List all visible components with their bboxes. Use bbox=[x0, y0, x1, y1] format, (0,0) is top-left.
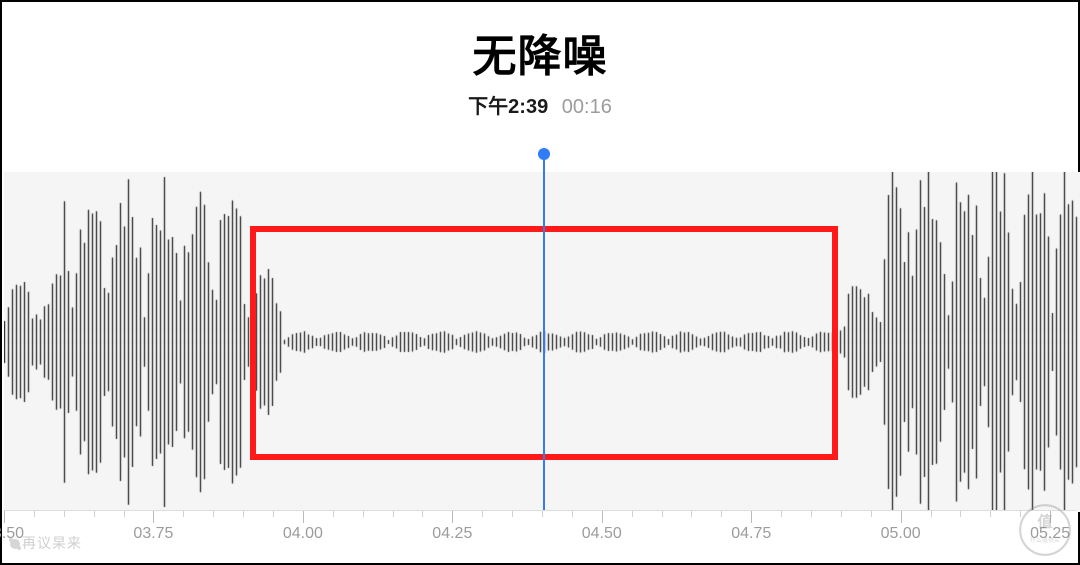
ruler-tick-major bbox=[452, 511, 453, 523]
ruler-tick-minor bbox=[64, 511, 65, 517]
ruler-tick-minor bbox=[183, 511, 184, 517]
time-ruler[interactable]: 03.5003.7504.0004.2504.5004.7505.0005.25 bbox=[4, 510, 1076, 561]
ruler-tick-minor bbox=[34, 511, 35, 517]
ruler-tick-minor bbox=[960, 511, 961, 517]
ruler-tick-minor bbox=[781, 511, 782, 517]
ruler-tick-minor bbox=[691, 511, 692, 517]
header: 无降噪 下午2:39 00:16 bbox=[2, 20, 1078, 119]
svg-text:值: 值 bbox=[1037, 513, 1052, 531]
ruler-tick-minor bbox=[632, 511, 633, 517]
ruler-tick-minor bbox=[572, 511, 573, 517]
ruler-tick-minor bbox=[871, 511, 872, 517]
ruler-tick-minor bbox=[333, 511, 334, 517]
ruler-tick-major bbox=[901, 511, 902, 523]
ruler-label: 03.75 bbox=[133, 525, 173, 543]
ruler-tick-minor bbox=[721, 511, 722, 517]
ruler-tick-minor bbox=[124, 511, 125, 517]
ruler-tick-major bbox=[602, 511, 603, 523]
ruler-tick-minor bbox=[94, 511, 95, 517]
ruler-label: 04.75 bbox=[731, 525, 771, 543]
svg-text:什么值得买: 什么值得买 bbox=[1030, 536, 1060, 544]
clock-time: 下午2:39 bbox=[468, 96, 548, 118]
ruler-tick-minor bbox=[512, 511, 513, 517]
ruler-tick-minor bbox=[393, 511, 394, 517]
ruler-tick-minor bbox=[811, 511, 812, 517]
ruler-tick-minor bbox=[841, 511, 842, 517]
ruler-tick-minor bbox=[662, 511, 663, 517]
ruler-tick-minor bbox=[363, 511, 364, 517]
recording-title: 无降噪 bbox=[2, 20, 1078, 84]
ruler-tick-minor bbox=[482, 511, 483, 517]
ruler-tick-major bbox=[303, 511, 304, 523]
watermark-left: 再议杲来 bbox=[10, 533, 82, 553]
ruler-tick-minor bbox=[243, 511, 244, 517]
ruler-tick-minor bbox=[542, 511, 543, 517]
ruler-tick-minor bbox=[422, 511, 423, 517]
watermark-right: 值什么值得买 bbox=[1018, 503, 1072, 557]
ruler-tick-major bbox=[751, 511, 752, 523]
playhead-line[interactable] bbox=[543, 154, 545, 522]
ruler-label: 04.50 bbox=[582, 525, 622, 543]
ruler-tick-minor bbox=[213, 511, 214, 517]
ruler-label: 04.25 bbox=[432, 525, 472, 543]
ruler-tick-major bbox=[153, 511, 154, 523]
playhead-dot-top[interactable] bbox=[538, 148, 550, 160]
ruler-tick-minor bbox=[931, 511, 932, 517]
recording-subline: 下午2:39 00:16 bbox=[2, 90, 1078, 119]
recording-duration: 00:16 bbox=[562, 96, 612, 118]
ruler-tick-minor bbox=[273, 511, 274, 517]
ruler-label: 04.00 bbox=[283, 525, 323, 543]
app-frame: 无降噪 下午2:39 00:16 03.5003.7504.0004.2504.… bbox=[0, 0, 1080, 565]
ruler-tick-major bbox=[4, 511, 5, 523]
ruler-tick-minor bbox=[990, 511, 991, 517]
ruler-label: 05.00 bbox=[881, 525, 921, 543]
